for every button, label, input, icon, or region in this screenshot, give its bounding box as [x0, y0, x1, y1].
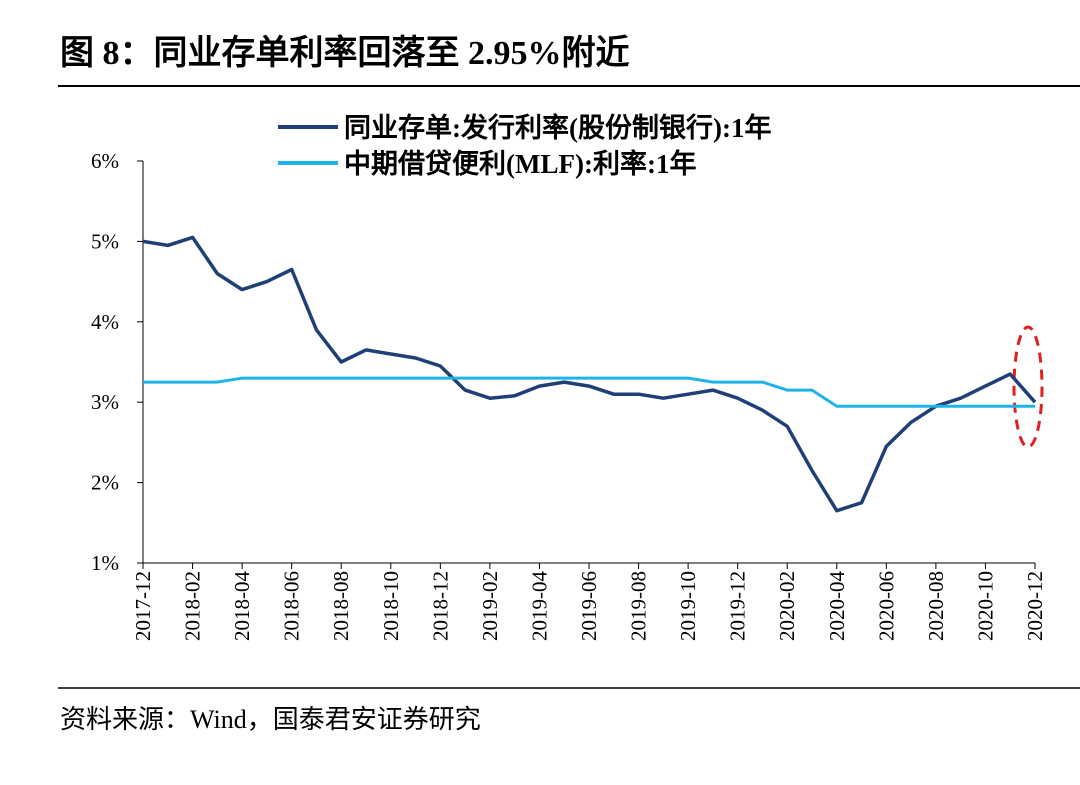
x-tick-label: 2019-02 — [478, 571, 502, 641]
legend-label: 中期借贷便利(MLF):利率:1年 — [344, 148, 696, 179]
x-tick-label: 2020-12 — [1023, 571, 1047, 641]
source: 资料来源：Wind，国泰君安证券研究 — [60, 705, 481, 734]
x-tick-label: 2018-06 — [280, 571, 304, 641]
x-tick-label: 2018-08 — [329, 571, 353, 641]
x-tick-label: 2018-02 — [181, 571, 205, 641]
y-tick-label: 6% — [91, 149, 119, 173]
x-tick-label: 2019-12 — [726, 571, 750, 641]
series-line — [142, 235, 1037, 513]
x-tick-label: 2018-10 — [379, 571, 403, 641]
x-tick-label: 2020-02 — [775, 571, 799, 641]
y-tick-label: 4% — [91, 310, 119, 334]
x-tick-label: 2017-12 — [131, 571, 155, 641]
x-tick-label: 2019-04 — [527, 571, 551, 641]
x-tick-label: 2019-06 — [577, 571, 601, 641]
legend-label: 同业存单:发行利率(股份制银行):1年 — [344, 112, 771, 143]
y-tick-label: 5% — [91, 229, 119, 253]
highlight-ellipse — [1012, 325, 1044, 449]
x-tick-label: 2019-08 — [627, 571, 651, 641]
x-tick-label: 2019-10 — [676, 571, 700, 641]
y-tick-label: 2% — [91, 471, 119, 495]
x-tick-label: 2018-04 — [230, 571, 254, 641]
y-tick-label: 3% — [91, 390, 119, 414]
x-tick-label: 2020-08 — [924, 571, 948, 641]
x-tick-label: 2018-12 — [428, 571, 452, 641]
chart-title: 图 8：同业存单利率回落至 2.95%附近 — [60, 34, 630, 72]
y-tick-label: 1% — [91, 551, 119, 575]
series-line — [143, 376, 1035, 408]
x-tick-label: 2020-04 — [825, 571, 849, 641]
x-tick-label: 2020-06 — [874, 571, 898, 641]
x-tick-label: 2020-10 — [973, 571, 997, 641]
